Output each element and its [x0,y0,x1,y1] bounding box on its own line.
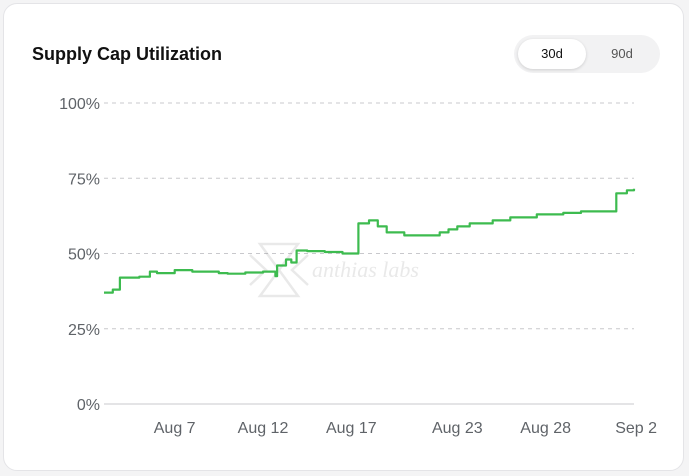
y-tick-label: 75% [68,171,100,188]
watermark-text: anthias labs [312,257,419,282]
y-tick-label: 100% [59,96,100,113]
x-tick-label: Aug 23 [432,420,483,437]
range-30d-button[interactable]: 30d [518,39,586,69]
range-toggle: 30d 90d [514,35,660,73]
range-90d-button[interactable]: 90d [611,46,633,61]
x-tick-label: Sep 2 [615,420,657,437]
watermark: anthias labs [249,242,419,298]
y-tick-label: 0% [77,397,100,414]
chart-title: Supply Cap Utilization [32,44,223,64]
y-tick-label: 50% [68,247,100,264]
x-tick-label: Aug 12 [238,420,289,437]
x-tick-label: Aug 7 [154,420,196,437]
watermark-logo-icon [249,242,309,298]
x-axis: Aug 7 Aug 12 Aug 17 Aug 23 Aug 28 Sep 2 [154,420,657,437]
chart-grid [104,102,634,405]
x-tick-label: Aug 28 [520,420,571,437]
chart-card: Supply Cap Utilization 30d 90d [3,3,684,471]
y-axis: 100% 75% 50% 25% 0% [59,96,100,414]
series-line [104,188,636,294]
series-layer [104,188,636,294]
x-tick-label: Aug 17 [326,420,377,437]
y-tick-label: 25% [68,322,100,339]
